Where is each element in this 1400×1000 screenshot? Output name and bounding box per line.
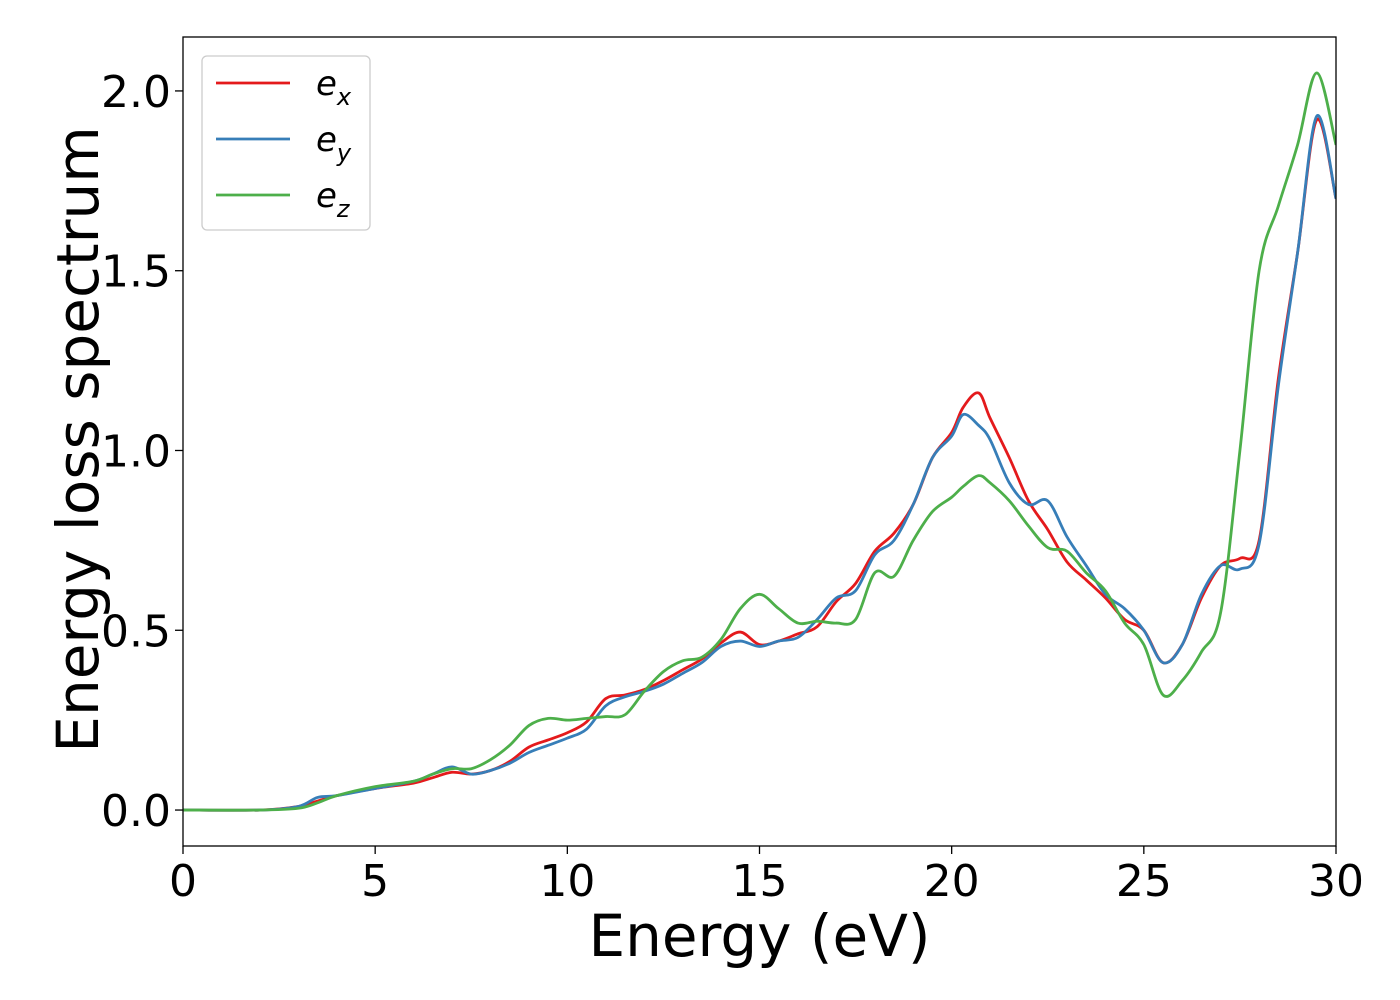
y-axis: 0.0 0.5 1.0 1.5 2.0 bbox=[101, 67, 183, 837]
x-tick-label: 5 bbox=[361, 856, 389, 907]
x-tick-label: 15 bbox=[732, 856, 788, 907]
y-tick-label: 0.0 bbox=[101, 786, 171, 837]
y-tick-label: 1.5 bbox=[101, 247, 171, 298]
legend-label-y: ey bbox=[316, 120, 352, 167]
legend-label-sub: y bbox=[336, 139, 352, 167]
x-tick-label: 25 bbox=[1116, 856, 1172, 907]
legend-label-main: e bbox=[316, 176, 337, 216]
x-tick-label: 0 bbox=[169, 856, 197, 907]
legend-label-main: e bbox=[316, 120, 337, 160]
series-layer bbox=[183, 71, 1336, 812]
legend-label-sub: z bbox=[336, 195, 351, 223]
x-tick-label: 10 bbox=[539, 856, 595, 907]
y-tick-label: 0.5 bbox=[101, 606, 171, 657]
y-tick-label: 2.0 bbox=[101, 67, 171, 118]
x-tick-label: 20 bbox=[924, 856, 980, 907]
x-axis-title: Energy (eV) bbox=[588, 902, 930, 970]
legend-label-z: ez bbox=[316, 176, 351, 223]
legend-label-sub: x bbox=[336, 83, 352, 111]
y-tick-label: 1.0 bbox=[101, 426, 171, 477]
series-line-z bbox=[183, 71, 1336, 812]
y-axis-title: Energy loss spectrum bbox=[44, 126, 112, 752]
legend-box bbox=[201, 55, 371, 231]
x-axis: 0 5 10 15 20 25 30 bbox=[169, 846, 1364, 907]
x-tick-label: 30 bbox=[1308, 856, 1364, 907]
legend-label-main: e bbox=[316, 64, 337, 104]
series-line-y bbox=[183, 114, 1336, 812]
legend-label-x: ex bbox=[316, 64, 352, 111]
